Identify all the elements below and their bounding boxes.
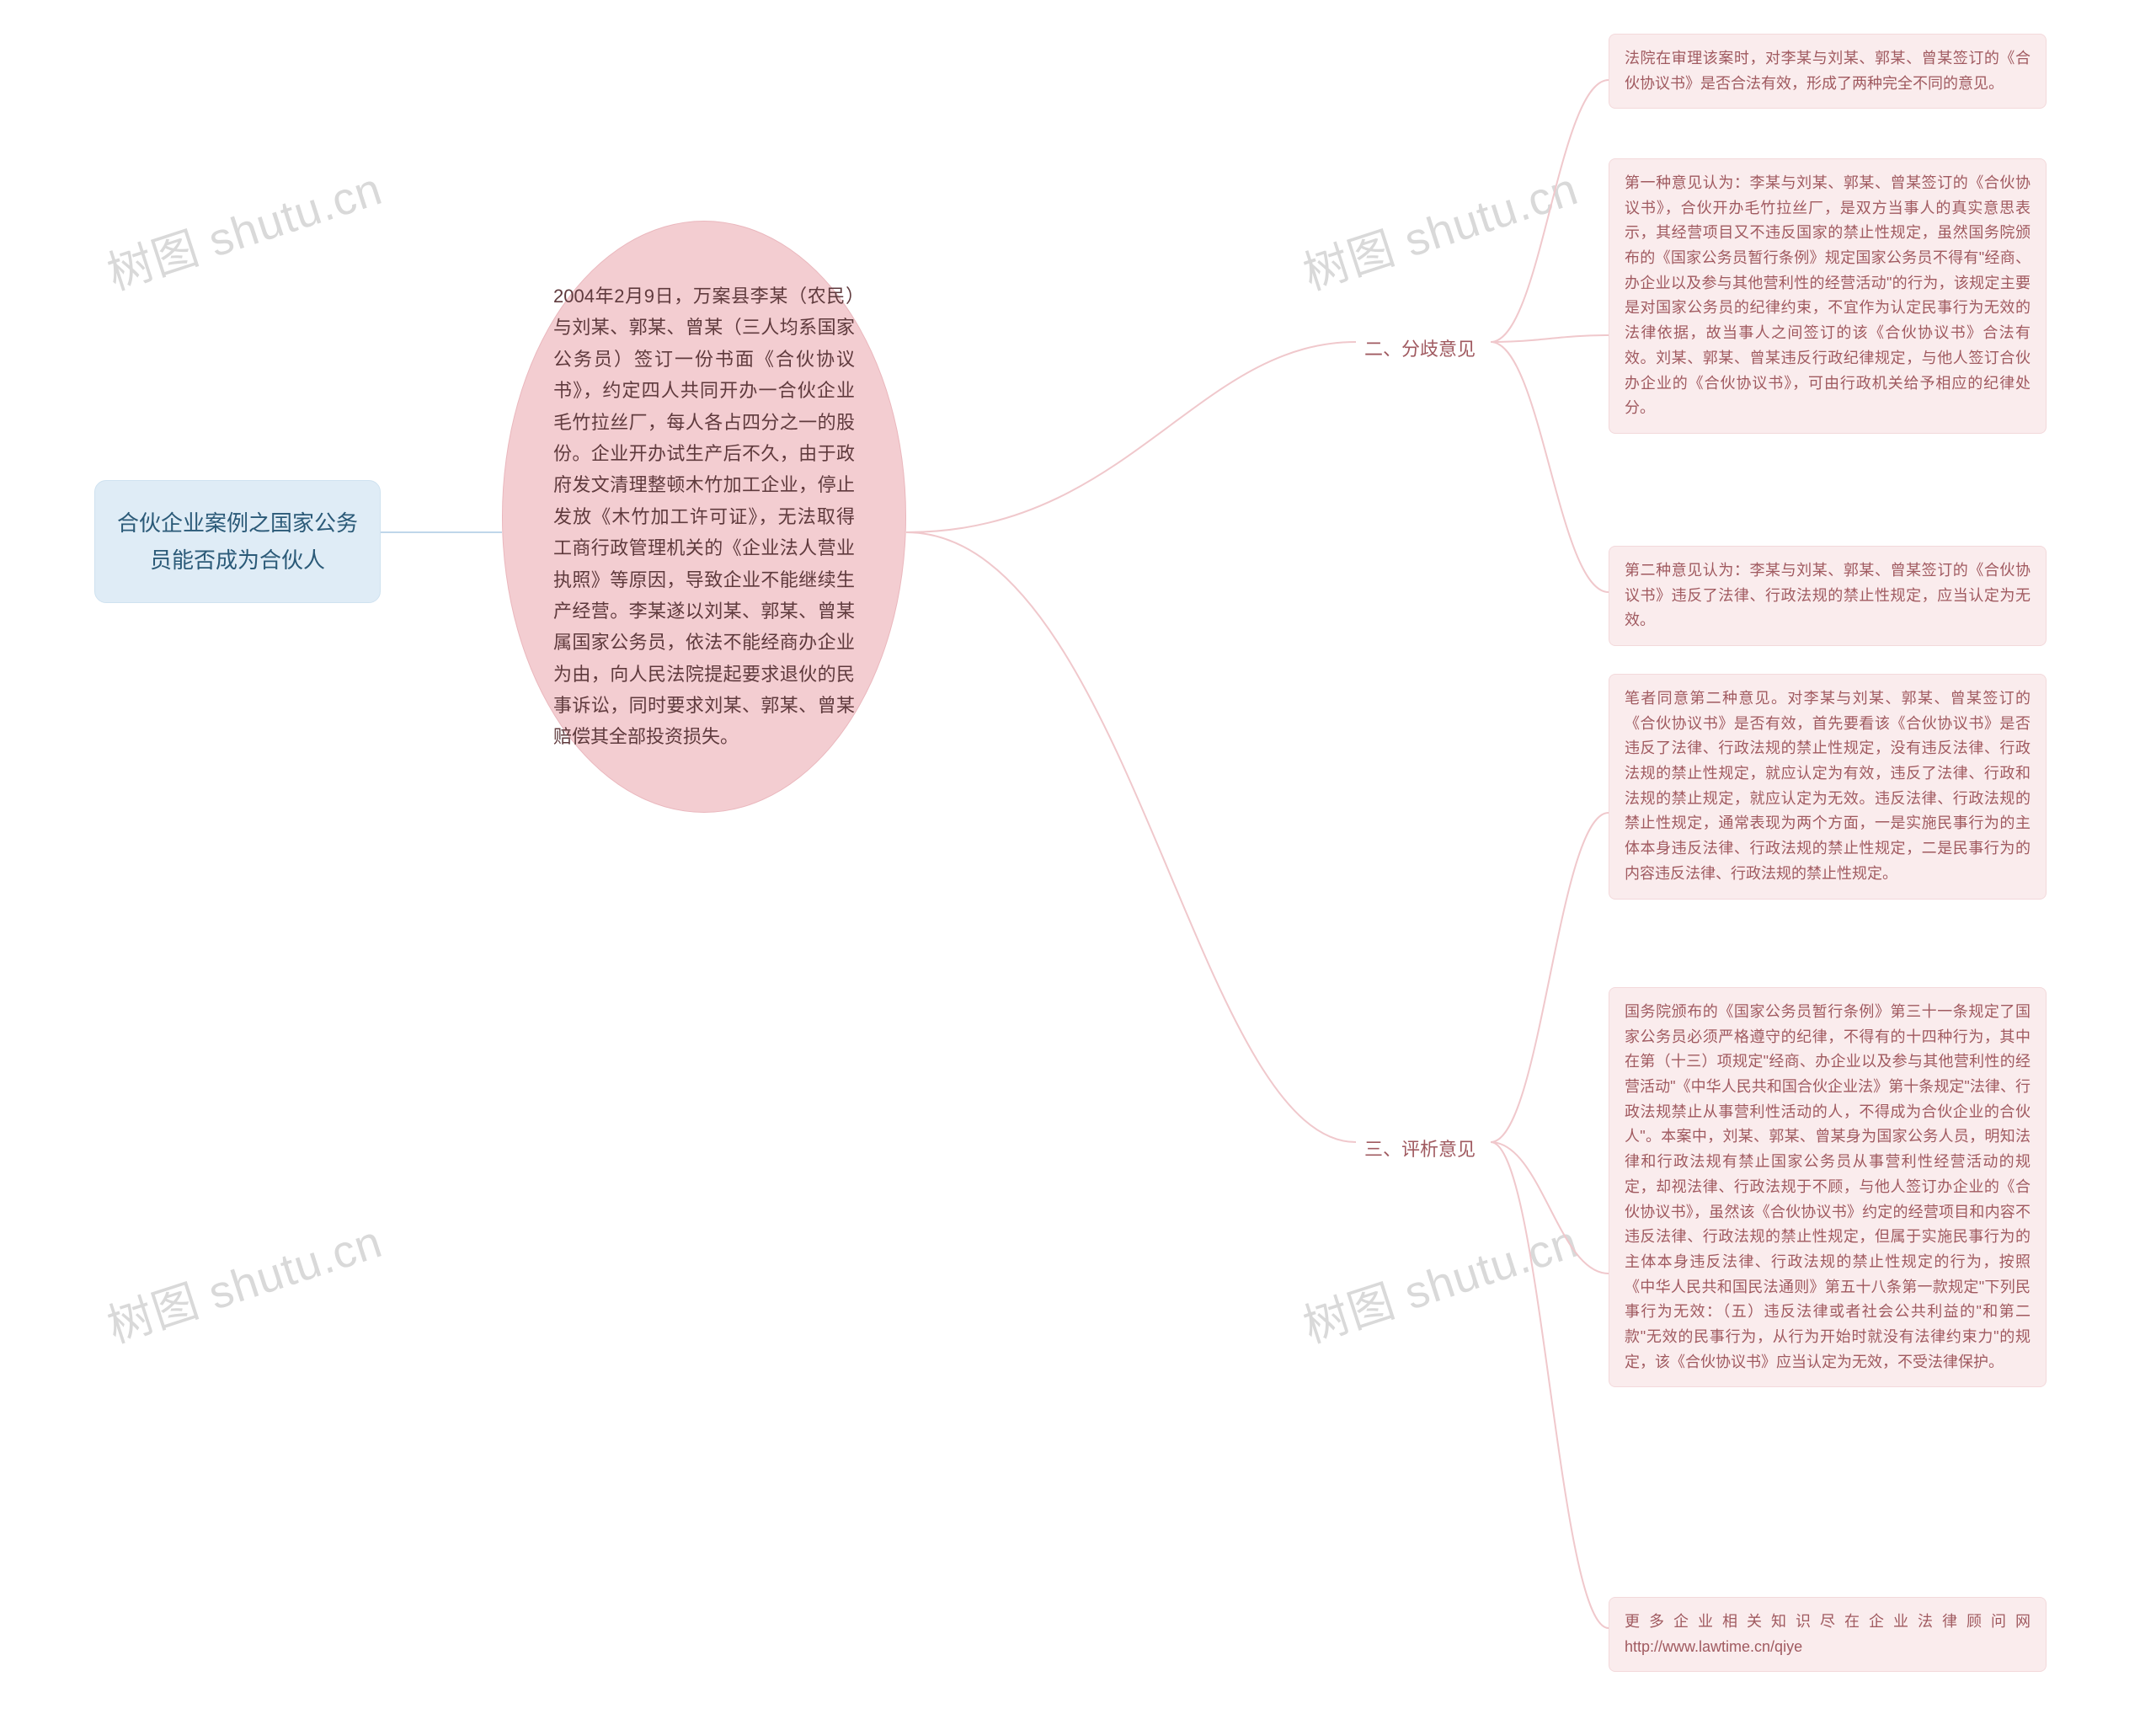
root-node[interactable]: 合伙企业案例之国家公务员能否成为合伙人 (94, 480, 381, 603)
mindmap-canvas: 树图 shutu.cn 树图 shutu.cn 树图 shutu.cn 树图 shut… (0, 0, 2156, 1730)
leaf-text: 国务院颁布的《国家公务员暂行条例》第三十一条规定了国家公务员必须严格遵守的纪律，… (1625, 1003, 2031, 1370)
leaf-node[interactable]: 法院在审理该案时，对李某与刘某、郭某、曾某签订的《合伙协议书》是否合法有效，形成… (1609, 34, 2047, 109)
watermark: 树图 shutu.cn (1294, 1204, 1585, 1356)
leaf-node[interactable]: 第一种意见认为：李某与刘某、郭某、曾某签订的《合伙协议书》，合伙开办毛竹拉丝厂，… (1609, 158, 2047, 434)
center-text: 2004年2月9日，万案县李某（农民）与刘某、郭某、曾某（三人均系国家公务员）签… (553, 286, 855, 747)
branch-node[interactable]: 三、评析意见 (1356, 1127, 1491, 1172)
watermark: 树图 shutu.cn (98, 152, 389, 303)
branch-label: 三、评析意见 (1364, 1139, 1476, 1160)
root-label: 合伙企业案例之国家公务员能否成为合伙人 (117, 510, 358, 573)
branch-node[interactable]: 二、分歧意见 (1356, 327, 1491, 371)
leaf-node[interactable]: 国务院颁布的《国家公务员暂行条例》第三十一条规定了国家公务员必须严格遵守的纪律，… (1609, 987, 2047, 1387)
branch-label: 二、分歧意见 (1364, 339, 1476, 360)
center-node[interactable]: 2004年2月9日，万案县李某（农民）与刘某、郭某、曾某（三人均系国家公务员）签… (502, 221, 906, 813)
watermark: 树图 shutu.cn (98, 1204, 389, 1356)
leaf-node[interactable]: 第二种意见认为：李某与刘某、郭某、曾某签订的《合伙协议书》违反了法律、行政法规的… (1609, 546, 2047, 646)
leaf-text: 更多企业相关知识尽在企业法律顾问网http://www.lawtime.cn/q… (1625, 1613, 2031, 1655)
leaf-text: 笔者同意第二种意见。对李某与刘某、郭某、曾某签订的《合伙协议书》是否有效，首先要… (1625, 690, 2031, 882)
leaf-node[interactable]: 笔者同意第二种意见。对李某与刘某、郭某、曾某签订的《合伙协议书》是否有效，首先要… (1609, 674, 2047, 900)
leaf-text: 法院在审理该案时，对李某与刘某、郭某、曾某签订的《合伙协议书》是否合法有效，形成… (1625, 50, 2031, 92)
leaf-text: 第一种意见认为：李某与刘某、郭某、曾某签订的《合伙协议书》，合伙开办毛竹拉丝厂，… (1625, 174, 2031, 416)
leaf-text: 第二种意见认为：李某与刘某、郭某、曾某签订的《合伙协议书》违反了法律、行政法规的… (1625, 562, 2031, 628)
watermark: 树图 shutu.cn (1294, 152, 1585, 303)
leaf-node[interactable]: 更多企业相关知识尽在企业法律顾问网http://www.lawtime.cn/q… (1609, 1597, 2047, 1672)
